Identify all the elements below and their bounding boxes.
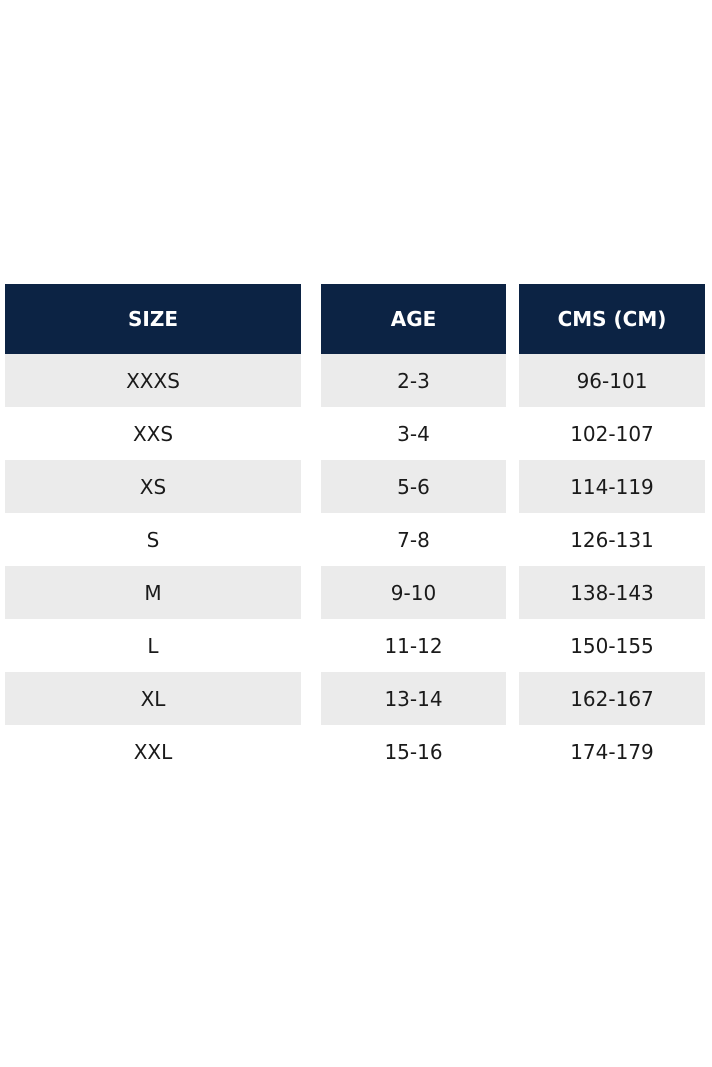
table-cell: L (147, 633, 159, 658)
header-cell: CMS (CM) (519, 284, 705, 354)
table-cell: 3-4 (397, 421, 430, 446)
table-cell: 102-107 (570, 421, 654, 446)
table-cell: XXS (132, 421, 174, 446)
table-cell: 126-131 (570, 527, 654, 552)
table-cell: 174-179 (570, 739, 654, 764)
table-cell: 150-155 (570, 633, 654, 658)
table-cell: 96-101 (519, 354, 705, 407)
table-cell: 13-14 (321, 672, 506, 725)
table-cell: M (5, 566, 301, 619)
table-cell: 11-12 (384, 633, 443, 658)
table-cell: 114-119 (519, 460, 705, 513)
table-cell: 9-10 (321, 566, 506, 619)
table-cell: 5-6 (321, 460, 506, 513)
table-cell: XXXS (5, 354, 301, 407)
table-cell: S (146, 527, 160, 552)
table-cell: 162-167 (519, 672, 705, 725)
header-cell: AGE (321, 284, 506, 354)
header-cell: SIZE (5, 284, 301, 354)
table-cell: XS (5, 460, 301, 513)
table-cell: 15-16 (384, 739, 443, 764)
table-cell: XL (5, 672, 301, 725)
table-cell: 138-143 (519, 566, 705, 619)
table-cell: 2-3 (321, 354, 506, 407)
table-cell: 7-8 (397, 527, 430, 552)
table-cell: XXL (133, 739, 173, 764)
